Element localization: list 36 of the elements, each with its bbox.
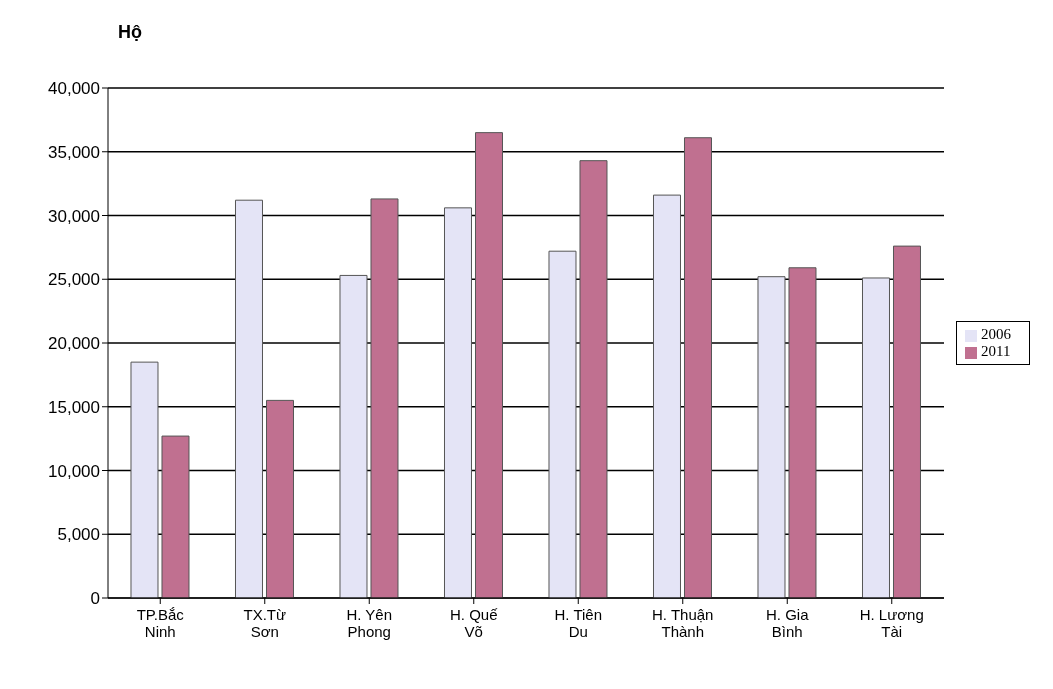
legend-label: 2006: [981, 326, 1011, 342]
y-tick-label: 40,000: [48, 79, 100, 99]
x-tick-label: H. Thuận Thành: [652, 606, 714, 640]
x-tick-label: TP.Bắc Ninh: [136, 606, 185, 640]
x-tick-label: H. Tiên Du: [554, 606, 603, 640]
bar: [370, 198, 399, 598]
y-tick-label: 20,000: [48, 334, 100, 354]
x-tick-label: H. Lương Tài: [859, 606, 924, 640]
y-tick-label: 25,000: [48, 270, 100, 290]
y-tick-label: 30,000: [48, 206, 100, 226]
bar: [652, 194, 681, 598]
x-tick-label: H. Gia Bình: [765, 606, 810, 640]
bar: [234, 199, 263, 598]
y-tick-label: 15,000: [48, 397, 100, 417]
bar: [757, 276, 786, 598]
bar: [443, 207, 472, 598]
legend-label: 2011: [981, 343, 1011, 359]
bar: [161, 435, 190, 598]
y-axis-title: Hộ: [118, 22, 142, 43]
x-tick-label: TX.Từ Sơn: [243, 606, 287, 640]
bar: [130, 361, 159, 598]
bar: [788, 267, 817, 598]
bar: [683, 137, 712, 598]
bar: [861, 277, 890, 598]
y-tick-label: 0: [90, 589, 100, 609]
bar: [892, 245, 921, 598]
bar: [548, 250, 577, 598]
bar: [474, 132, 503, 598]
x-tick-label: H. Yên Phong: [346, 606, 393, 640]
bar: [265, 399, 294, 598]
y-tick-label: 10,000: [48, 461, 100, 481]
y-tick-label: 35,000: [48, 142, 100, 162]
bar: [579, 160, 608, 598]
y-tick-label: 5,000: [57, 525, 100, 545]
x-tick-label: H. Quế Võ: [449, 606, 499, 640]
bar: [339, 274, 368, 598]
